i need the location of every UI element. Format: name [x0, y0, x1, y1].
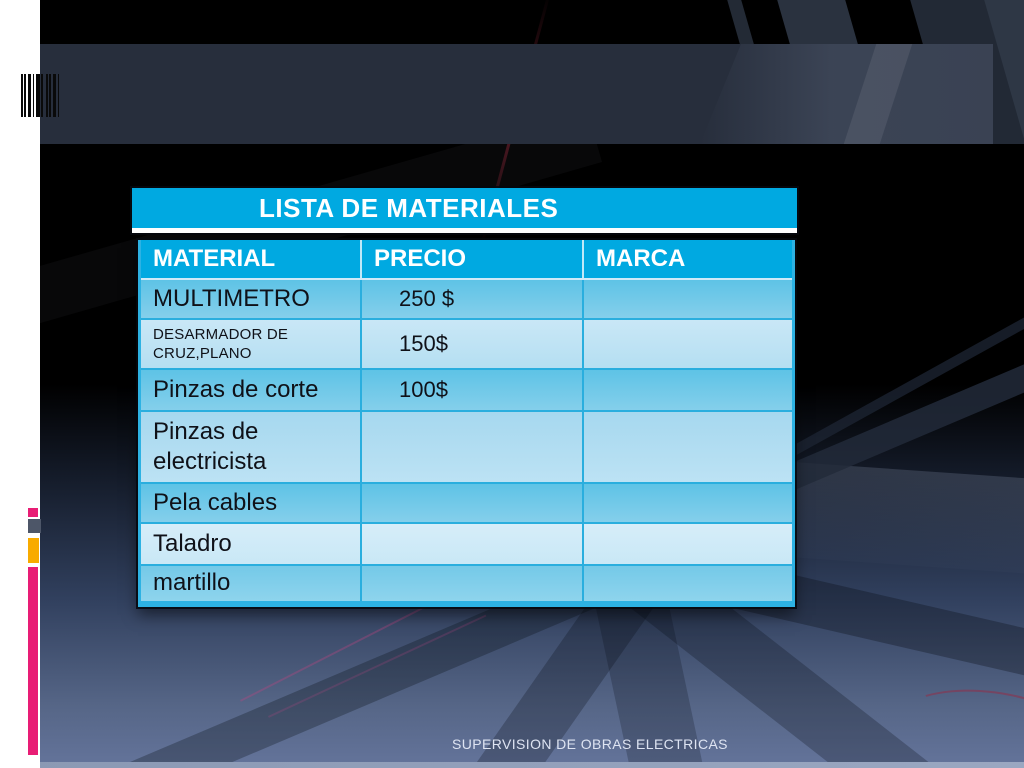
material-cell: MULTIMETRO — [153, 284, 310, 312]
footer-text: SUPERVISION DE OBRAS ELECTRICAS — [452, 736, 728, 752]
accent-square-slate — [28, 519, 41, 533]
header-band — [40, 44, 993, 144]
bottom-edge-strip — [25, 762, 1024, 768]
material-cell: DESARMADOR DE CRUZ,PLANO — [153, 326, 289, 362]
price-cell — [360, 566, 582, 601]
price-cell — [360, 524, 582, 564]
slide-title: LISTA DE MATERIALES — [259, 193, 559, 223]
table-row: MULTIMETRO 250 $ — [141, 278, 792, 318]
table-row: martillo — [141, 564, 792, 601]
brand-cell — [582, 566, 792, 601]
table-row: Pinzas de corte 100$ — [141, 368, 792, 410]
table-row: Pinzas de electricista — [141, 410, 792, 482]
table-row: Pela cables — [141, 482, 792, 522]
materials-table: MATERIAL PRECIO MARCA MULTIMETRO 250 $ D… — [138, 240, 795, 607]
brand-cell — [582, 524, 792, 564]
brand-cell — [582, 412, 792, 482]
table-header-row: MATERIAL PRECIO MARCA — [141, 240, 792, 278]
material-cell: Pinzas de corte — [153, 375, 319, 403]
price-cell: 150$ — [360, 320, 582, 368]
table-row: DESARMADOR DE CRUZ,PLANO 150$ — [141, 318, 792, 368]
column-header-material: MATERIAL — [153, 244, 276, 272]
price-cell: 250 $ — [360, 280, 582, 318]
accent-bar-pink — [28, 567, 38, 755]
accent-square-pink — [28, 508, 38, 517]
brand-cell — [582, 320, 792, 368]
material-cell: martillo — [153, 569, 231, 597]
price-cell — [360, 484, 582, 522]
material-cell: Pela cables — [153, 488, 278, 516]
slide-title-bar: LISTA DE MATERIALES — [132, 188, 797, 233]
brand-cell — [582, 370, 792, 410]
column-header-marca: MARCA — [582, 240, 792, 278]
material-cell: Pinzas de electricista — [153, 418, 267, 475]
price-cell — [360, 412, 582, 482]
brand-cell — [582, 484, 792, 522]
brand-cell — [582, 280, 792, 318]
header-band-highlight — [700, 44, 993, 144]
column-header-precio: PRECIO — [360, 240, 582, 278]
accent-square-yellow — [28, 538, 39, 563]
price-cell: 100$ — [360, 370, 582, 410]
table-row: Taladro — [141, 522, 792, 564]
material-cell: Taladro — [153, 529, 232, 557]
barcode-icon — [21, 74, 60, 117]
